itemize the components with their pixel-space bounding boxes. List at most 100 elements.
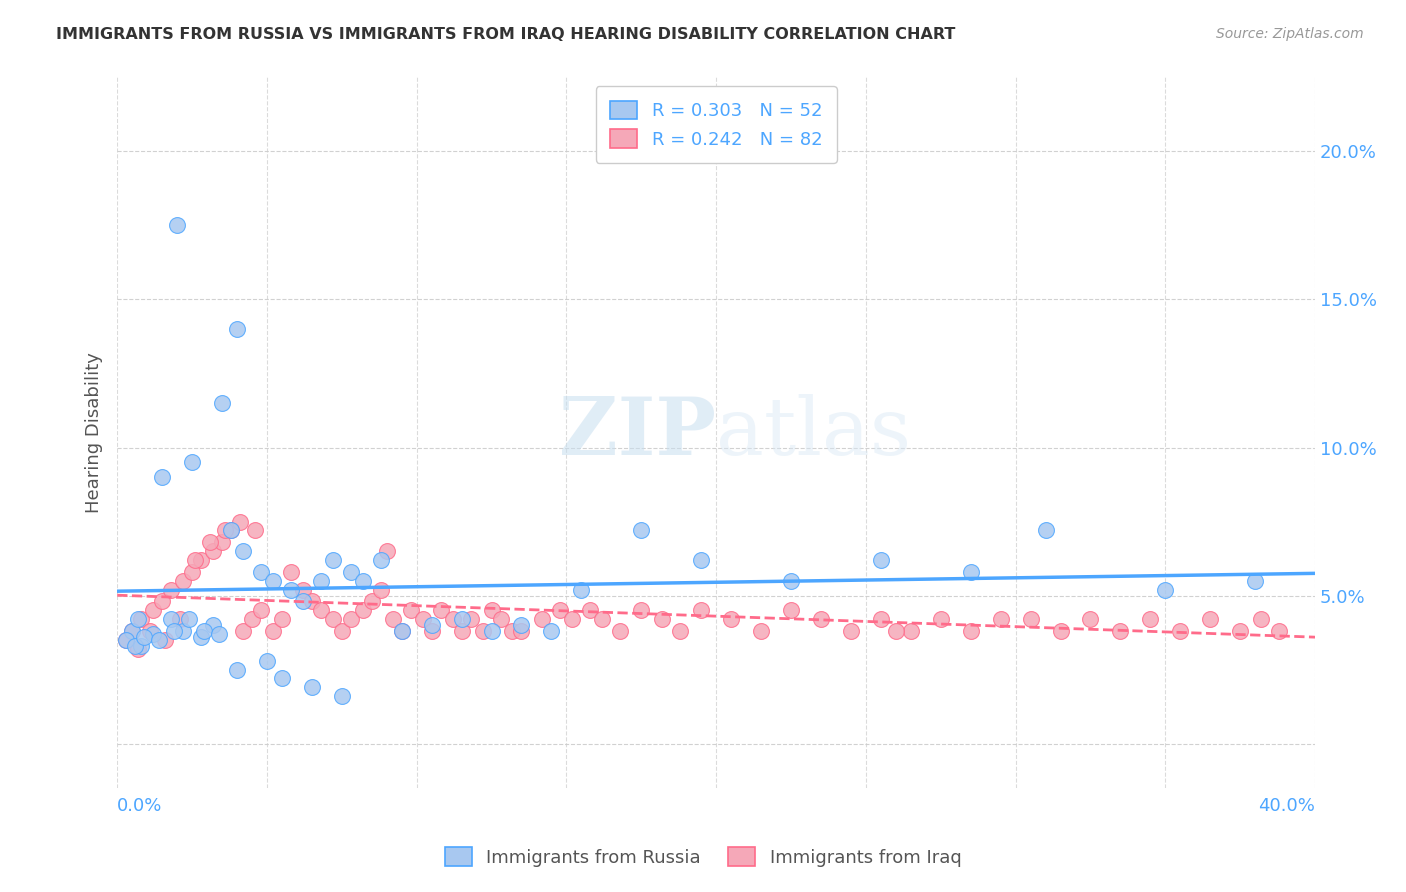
Point	[214, 524, 236, 538]
Point	[869, 612, 891, 626]
Point	[900, 624, 922, 638]
Point	[309, 603, 332, 617]
Point	[148, 632, 170, 647]
Point	[150, 470, 173, 484]
Point	[250, 603, 273, 617]
Point	[339, 612, 361, 626]
Point	[250, 565, 273, 579]
Point	[460, 612, 482, 626]
Legend: R = 0.303   N = 52, R = 0.242   N = 82: R = 0.303 N = 52, R = 0.242 N = 82	[596, 87, 837, 163]
Point	[609, 624, 631, 638]
Point	[229, 515, 252, 529]
Point	[301, 681, 323, 695]
Point	[391, 624, 413, 638]
Point	[540, 624, 562, 638]
Point	[780, 574, 803, 588]
Point	[690, 603, 713, 617]
Point	[450, 612, 472, 626]
Point	[450, 624, 472, 638]
Point	[309, 574, 332, 588]
Point	[959, 565, 981, 579]
Point	[884, 624, 907, 638]
Point	[869, 553, 891, 567]
Point	[690, 553, 713, 567]
Point	[429, 603, 451, 617]
Point	[150, 594, 173, 608]
Point	[990, 612, 1012, 626]
Point	[193, 624, 215, 638]
Point	[256, 654, 278, 668]
Point	[1109, 624, 1132, 638]
Point	[1019, 612, 1042, 626]
Point	[420, 618, 443, 632]
Point	[280, 565, 302, 579]
Point	[1250, 612, 1272, 626]
Point	[550, 603, 572, 617]
Point	[720, 612, 742, 626]
Point	[166, 219, 188, 233]
Point	[202, 618, 225, 632]
Point	[420, 624, 443, 638]
Point	[489, 612, 512, 626]
Point	[510, 618, 533, 632]
Point	[1035, 524, 1057, 538]
Point	[471, 624, 494, 638]
Point	[127, 641, 149, 656]
Text: IMMIGRANTS FROM RUSSIA VS IMMIGRANTS FROM IRAQ HEARING DISABILITY CORRELATION CH: IMMIGRANTS FROM RUSSIA VS IMMIGRANTS FRO…	[56, 27, 956, 42]
Point	[270, 672, 292, 686]
Point	[1199, 612, 1222, 626]
Point	[121, 624, 143, 638]
Text: Source: ZipAtlas.com: Source: ZipAtlas.com	[1216, 27, 1364, 41]
Point	[226, 322, 249, 336]
Point	[370, 582, 392, 597]
Point	[322, 612, 344, 626]
Point	[370, 553, 392, 567]
Point	[142, 627, 165, 641]
Point	[115, 632, 138, 647]
Point	[190, 553, 212, 567]
Point	[121, 624, 143, 638]
Point	[839, 624, 862, 638]
Point	[208, 627, 231, 641]
Point	[630, 524, 652, 538]
Point	[630, 603, 652, 617]
Point	[412, 612, 434, 626]
Point	[651, 612, 673, 626]
Point	[262, 574, 284, 588]
Point	[1168, 624, 1191, 638]
Point	[172, 574, 194, 588]
Y-axis label: Hearing Disability: Hearing Disability	[86, 352, 103, 513]
Point	[115, 632, 138, 647]
Point	[177, 612, 200, 626]
Point	[1049, 624, 1071, 638]
Point	[124, 639, 146, 653]
Point	[129, 612, 152, 626]
Point	[243, 524, 266, 538]
Point	[441, 612, 464, 626]
Point	[591, 612, 613, 626]
Point	[129, 639, 152, 653]
Point	[1268, 624, 1291, 638]
Point	[262, 624, 284, 638]
Point	[211, 396, 233, 410]
Point	[219, 524, 242, 538]
Point	[270, 612, 292, 626]
Point	[569, 582, 592, 597]
Point	[1080, 612, 1102, 626]
Point	[749, 624, 772, 638]
Point	[399, 603, 422, 617]
Point	[232, 624, 254, 638]
Point	[160, 582, 183, 597]
Point	[352, 574, 374, 588]
Point	[780, 603, 803, 617]
Point	[198, 535, 221, 549]
Point	[134, 630, 156, 644]
Point	[1139, 612, 1161, 626]
Point	[280, 582, 302, 597]
Point	[139, 624, 162, 638]
Point	[163, 624, 186, 638]
Point	[810, 612, 832, 626]
Point	[169, 612, 191, 626]
Point	[330, 689, 353, 703]
Point	[142, 603, 165, 617]
